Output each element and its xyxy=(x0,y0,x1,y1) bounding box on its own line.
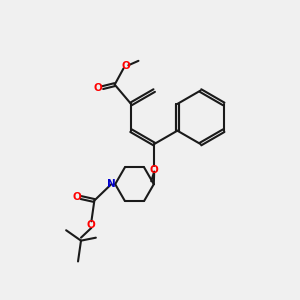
Text: O: O xyxy=(121,61,130,71)
Text: O: O xyxy=(73,192,82,202)
Text: O: O xyxy=(94,82,103,93)
Text: O: O xyxy=(87,220,95,230)
Text: O: O xyxy=(150,165,159,175)
Text: N: N xyxy=(107,179,116,189)
